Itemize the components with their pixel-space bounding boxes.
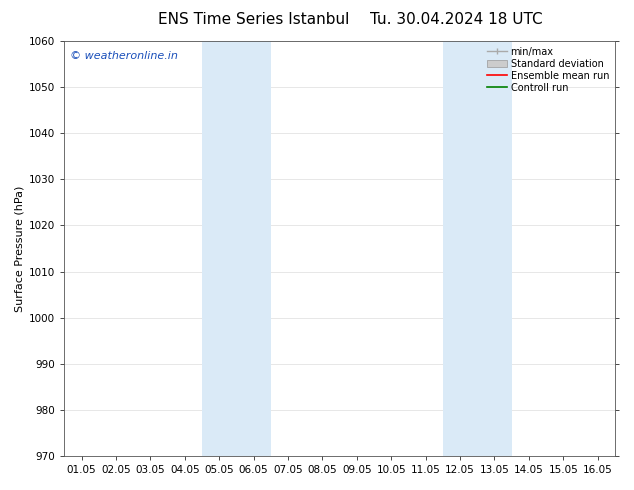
Text: © weatheronline.in: © weatheronline.in [70,51,178,61]
Legend: min/max, Standard deviation, Ensemble mean run, Controll run: min/max, Standard deviation, Ensemble me… [484,44,612,96]
Text: Tu. 30.04.2024 18 UTC: Tu. 30.04.2024 18 UTC [370,12,543,27]
Bar [443,41,512,456]
Text: ENS Time Series Istanbul: ENS Time Series Istanbul [158,12,349,27]
Bar [202,41,271,456]
Y-axis label: Surface Pressure (hPa): Surface Pressure (hPa) [15,185,25,312]
